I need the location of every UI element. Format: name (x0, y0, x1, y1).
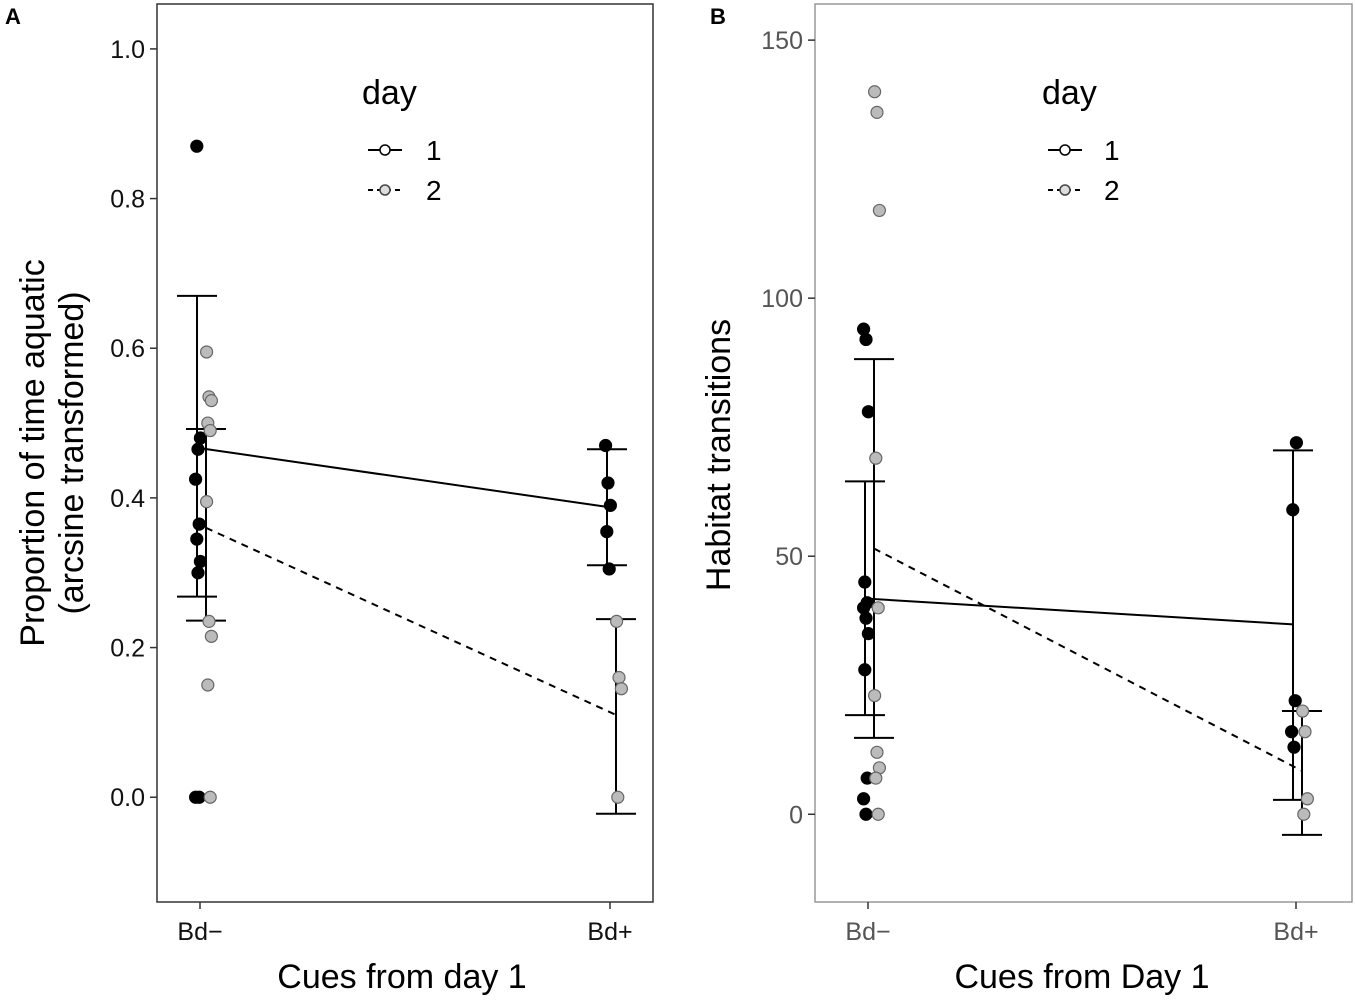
panel-a-series-2-point (203, 423, 217, 438)
panel-b-series-1-point (858, 575, 872, 589)
panel-a-series-1-point (189, 472, 203, 486)
panel-b-series-2-point (1297, 807, 1311, 821)
panel-b-series-1-mean-line (864, 597, 1294, 626)
panel-b-x-tick-label: Bd+ (1273, 918, 1318, 946)
panel-a-y-tick-label: 0.6 (110, 335, 145, 363)
panel-b-series-2-point (1295, 704, 1310, 718)
panel-b-series-1-point (1288, 694, 1302, 708)
panel-a-series-2-point (202, 614, 216, 628)
panel-a-series-1-point (192, 790, 206, 804)
panel-b-series-2-point (872, 203, 887, 218)
panel-a-series-1-point (600, 524, 614, 539)
panel-a-series-2-mean-line (205, 526, 617, 716)
panel-b-x-axis: Bd− Bd+ (845, 902, 1319, 946)
panel-b-legend: day 1 2 (1042, 74, 1120, 206)
panel-b-y-axis-title: Habitat transitions (700, 319, 738, 591)
panel-b-series-1-point (1286, 503, 1300, 517)
panel-a-y-axis-title-line2: (arcsine transformed) (53, 291, 91, 614)
panel-a-series-2-point (203, 790, 217, 804)
panel-b-series-1-point (861, 627, 876, 641)
panel-a-series-2-point (200, 495, 214, 509)
panel-a-series-2-point (609, 614, 624, 628)
panel-a-x-axis-title: Cues from day 1 (277, 958, 526, 996)
panel-a-series-1-point (190, 139, 204, 153)
panel-a-series-1-point (603, 498, 618, 512)
panel-b-series-1-point (859, 611, 873, 625)
panel-a-letter: A (5, 4, 21, 29)
panel-a-series-1-mean-line (196, 446, 608, 508)
panel-b-plot-frame (814, 3, 1353, 903)
panel-b-y-tick-label: 50 (775, 543, 803, 571)
panel-b-legend-label-day2: 2 (1104, 175, 1120, 206)
panel-b-series-2-point (870, 105, 884, 119)
panel-a-series-2-point (201, 678, 215, 692)
panel-b-legend-point-day1 (1059, 144, 1071, 156)
panel-b-series-2-point (867, 85, 882, 99)
panel-a-series-1-point (598, 438, 613, 453)
panel-b-y-tick-label: 100 (761, 285, 803, 313)
panel-b-x-axis-title: Cues from Day 1 (954, 958, 1209, 996)
panel-b-series-2-point (869, 451, 883, 465)
panel-b-marks (845, 85, 1322, 836)
panel-a-legend: day 1 2 (362, 74, 442, 206)
panel-b-series-2-point (871, 807, 885, 821)
panel-b-series-2-point (869, 771, 883, 785)
panel-b-series-2-point (867, 688, 882, 703)
panel-b-letter: B (710, 4, 726, 29)
panel-a-y-tick-label: 0.8 (110, 186, 145, 214)
panel-a-series-1-point (191, 566, 205, 580)
panel-b-series-2-point (871, 601, 885, 615)
panel-b-y-tick-label: 150 (761, 27, 803, 55)
panel-a-series-1-point (191, 442, 205, 456)
panel-a-y-tick-label: 1.0 (110, 36, 145, 64)
panel-a-series-2-point (204, 629, 218, 643)
panel-a-series-2-point (612, 670, 626, 685)
panel-b-y-axis: 0 50 100 150 (761, 27, 815, 829)
panel-a-legend-point-day2 (379, 184, 391, 196)
panel-b-series-2-point (870, 745, 884, 759)
panel-a-series-2-point (611, 790, 625, 804)
panel-a-series-2-point (204, 394, 218, 408)
panel-b-series-2-point (1300, 792, 1315, 806)
panel-b: B 0 50 100 150 Bd− Bd+ Cues from Day 1 Habit… (700, 3, 1353, 996)
panel-b-series-1-point (859, 807, 873, 821)
panel-a-series-1-point (601, 476, 615, 490)
panel-a-y-axis: 0.0 0.2 0.4 0.6 0.8 1.0 (110, 36, 157, 812)
panel-a-legend-label-day2: 2 (426, 175, 442, 206)
panel-a-y-tick-label: 0.4 (110, 485, 145, 513)
panel-b-series-1-point (858, 663, 872, 677)
panel-a-legend-label-day1: 1 (426, 135, 442, 166)
panel-a-series-1-point (190, 532, 204, 546)
panel-a-series-2-point (200, 345, 214, 359)
panel-a: A 0.0 0.2 0.4 0.6 0.8 1.0 Bd− Bd+ Cues from da… (5, 3, 654, 996)
panel-a-x-axis: Bd− Bd+ (177, 902, 633, 946)
panel-b-legend-point-day2 (1059, 184, 1071, 196)
panel-a-legend-title: day (362, 74, 417, 112)
panel-a-series-1-point (192, 517, 206, 531)
panel-b-legend-label-day1: 1 (1104, 135, 1120, 166)
panel-a-y-tick-label: 0.0 (110, 784, 145, 812)
panel-b-series-1-point (1284, 725, 1299, 739)
panel-a-y-axis-title-line1: Proportion of time aquatic (14, 259, 52, 646)
panel-b-x-tick-label: Bd− (845, 918, 890, 946)
panel-b-legend-title: day (1042, 74, 1097, 112)
panel-a-y-tick-label: 0.2 (110, 635, 145, 663)
panel-b-series-1-point (859, 332, 873, 347)
panel-a-series-2-point (614, 682, 629, 696)
panel-a-series-1-point (602, 562, 616, 576)
panel-b-series-1-point (856, 792, 871, 806)
panel-a-marks (177, 139, 636, 815)
panel-b-series-1-point (1289, 436, 1304, 450)
panel-b-y-tick-label: 0 (789, 801, 803, 829)
panel-a-x-tick-label: Bd+ (587, 918, 632, 946)
panel-a-x-tick-label: Bd− (177, 918, 222, 946)
panel-b-series-2-mean-line (873, 547, 1303, 772)
panel-b-series-1-point (1287, 740, 1301, 754)
panel-b-series-1-point (861, 405, 876, 419)
panel-a-legend-point-day1 (379, 144, 391, 156)
panel-a-series-1-point (193, 554, 207, 569)
panel-b-series-2-point (1298, 725, 1312, 739)
panel-a-plot-frame (156, 3, 654, 903)
